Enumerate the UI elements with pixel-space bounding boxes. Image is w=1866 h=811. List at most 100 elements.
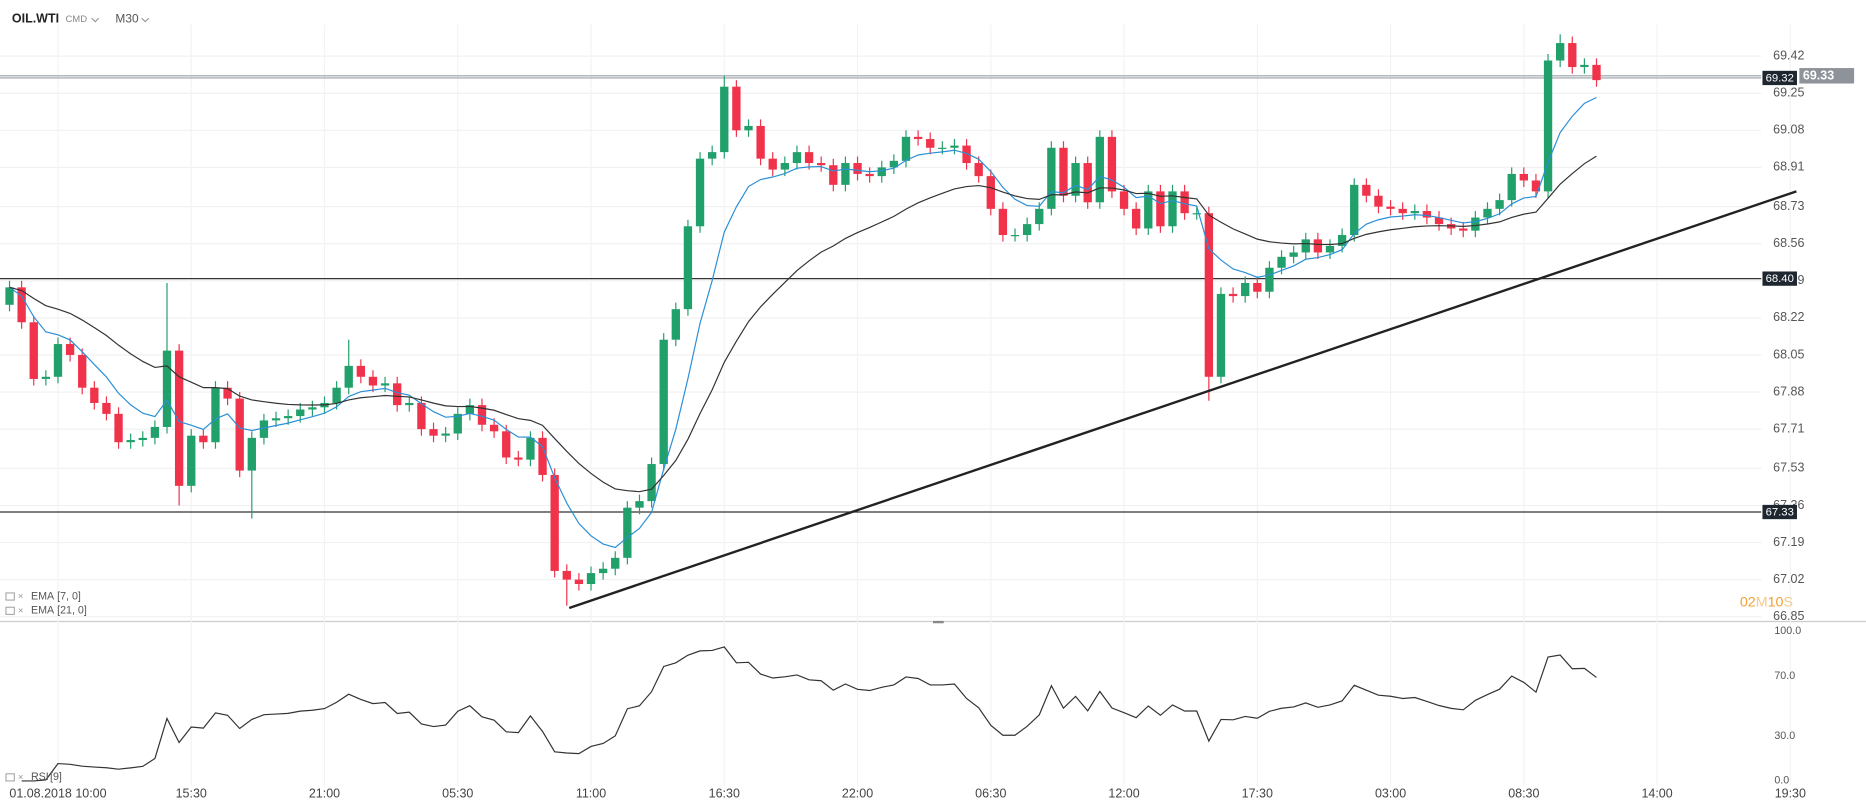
candle-body — [1471, 217, 1480, 231]
candle-body — [17, 287, 26, 323]
candle-body — [962, 145, 971, 164]
candle-body — [986, 176, 995, 209]
candle-body — [1556, 43, 1565, 61]
candle-body — [1010, 235, 1020, 237]
x-tick-label: 06:30 — [975, 786, 1006, 800]
candle-body — [707, 152, 717, 159]
y-tick-label: 66.85 — [1773, 609, 1804, 623]
candle-body — [211, 387, 220, 443]
candle-body — [1192, 213, 1201, 215]
candle-body — [768, 158, 777, 170]
candle-body — [586, 573, 596, 584]
candle-body — [1265, 267, 1274, 292]
level-label: 69.32 — [1766, 73, 1794, 85]
candle-body — [1059, 147, 1068, 196]
legend-close: × — [18, 591, 24, 602]
candle-body — [1337, 235, 1347, 246]
candle-body — [78, 354, 87, 388]
candle-body — [1495, 200, 1504, 209]
level-label-box — [1762, 271, 1797, 286]
rsi-tick-label: 100.0 — [1774, 625, 1801, 637]
candle-body — [647, 464, 656, 502]
candle-body — [1313, 239, 1323, 253]
countdown-part: S — [1783, 594, 1793, 610]
y-tick-label: 69.42 — [1773, 48, 1804, 62]
y-tick-label: 67.88 — [1773, 384, 1804, 398]
current-price-box — [1799, 68, 1855, 84]
candle-body — [502, 431, 511, 458]
candle-body — [889, 160, 899, 168]
candle-body — [271, 418, 281, 421]
candle-body — [1071, 163, 1080, 196]
candle-body — [913, 136, 923, 140]
candle-body — [332, 387, 341, 403]
candle-body — [1022, 224, 1032, 236]
candle-body — [429, 429, 438, 436]
candle-body — [574, 579, 584, 584]
candle-body — [417, 402, 426, 430]
candle-body — [623, 507, 632, 558]
candle-body — [53, 344, 63, 377]
candle-body — [199, 435, 208, 443]
candle-body — [950, 145, 959, 148]
candle-body — [780, 163, 790, 170]
candle-body — [1422, 211, 1432, 218]
ema-line — [9, 155, 1597, 493]
candle-body — [926, 139, 935, 148]
timeframe[interactable]: M30 — [115, 11, 139, 25]
candle-body — [162, 350, 172, 427]
legend-params: [7, 0] — [57, 590, 81, 602]
candle-body — [1119, 191, 1129, 209]
candle-body — [174, 350, 184, 486]
candle-body — [829, 165, 838, 185]
current-price-label: 69.33 — [1803, 69, 1834, 83]
countdown-part: M — [1756, 594, 1768, 610]
y-tick-label: 68.56 — [1773, 236, 1804, 250]
countdown-part: 10 — [1768, 594, 1784, 610]
candle-body — [514, 457, 523, 460]
candle-body — [938, 147, 947, 149]
rsi-tick-label: 30.0 — [1774, 730, 1795, 742]
candle-body — [804, 152, 814, 164]
candle-body — [283, 416, 293, 419]
legend-params: [21, 0] — [57, 605, 87, 617]
rsi-tick-label: 70.0 — [1774, 670, 1795, 682]
x-tick-label: 05:30 — [442, 786, 473, 800]
candle-body — [90, 387, 99, 403]
x-tick-label: 11:00 — [576, 786, 606, 800]
candle-body — [877, 167, 886, 177]
candle-body — [368, 376, 378, 386]
candle-body — [477, 405, 487, 425]
x-tick-label: 21:00 — [309, 786, 340, 800]
y-tick-label: 68.73 — [1773, 199, 1804, 213]
candle-body — [732, 86, 741, 131]
market[interactable]: CMD — [65, 14, 87, 25]
candle-body — [744, 125, 753, 131]
candle-body — [538, 437, 547, 475]
candle-body — [223, 387, 232, 399]
dropdown-arrow[interactable] — [141, 17, 150, 23]
candle-body — [1301, 239, 1310, 253]
level-label-box — [1762, 70, 1797, 86]
candle-body — [41, 376, 51, 379]
candle-body — [865, 173, 874, 177]
candle-body — [562, 570, 571, 580]
dropdown-arrow[interactable] — [91, 17, 100, 23]
candle-body — [465, 405, 475, 414]
ema-line — [9, 96, 1597, 549]
candle-body — [1519, 173, 1528, 181]
candle-body — [102, 402, 111, 414]
symbol[interactable]: OIL.WTI — [12, 12, 59, 26]
y-tick-label: 67.71 — [1773, 421, 1804, 435]
countdown: 02M10S — [1740, 594, 1793, 610]
legend-icon — [5, 606, 15, 615]
y-tick-label: 67.19 — [1773, 535, 1804, 549]
y-tick-label: 68.22 — [1773, 310, 1804, 324]
candle-body — [29, 322, 38, 379]
candle-body — [1483, 208, 1492, 218]
candle-body — [1580, 64, 1589, 68]
y-tick-label: 69.08 — [1773, 123, 1804, 137]
candle-body — [756, 125, 765, 159]
candle-body — [296, 409, 305, 417]
candle-body — [126, 440, 135, 443]
